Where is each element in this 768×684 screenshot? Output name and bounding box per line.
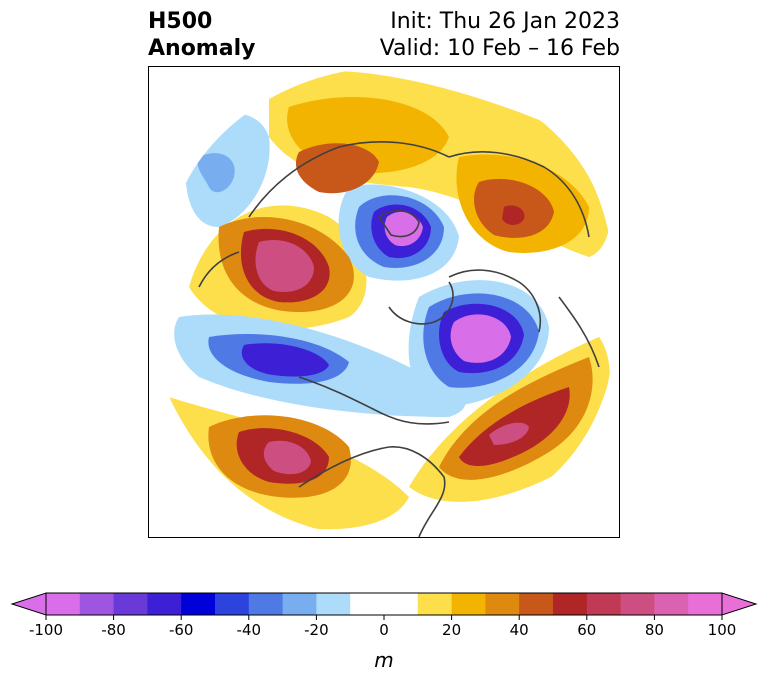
colorbar-cell xyxy=(113,593,148,615)
coastline-canadian-arctic xyxy=(388,281,454,325)
colorbar-tick-label: -40 xyxy=(237,621,262,639)
title-field: Anomaly xyxy=(148,36,256,61)
colorbar-cell xyxy=(485,593,520,615)
positive-anomaly-kara-50 xyxy=(295,143,379,194)
colorbar-tick-label: 60 xyxy=(577,621,596,639)
coastline-east-asia xyxy=(198,251,240,288)
map-canvas xyxy=(169,70,611,537)
colorbar-tick-label: 40 xyxy=(510,621,529,639)
coastline-greenland-labrador xyxy=(558,296,600,368)
colorbar-cell xyxy=(654,593,689,615)
colorbar-cell xyxy=(586,593,622,615)
colorbar-tick-label: -80 xyxy=(101,621,126,639)
colorbar-cell xyxy=(316,593,351,615)
colorbar-cells xyxy=(10,592,758,616)
positive-anomaly-west-na-core xyxy=(255,239,314,292)
coastline-alaska-canada xyxy=(298,376,450,425)
negative-anomaly-hudson-core xyxy=(450,314,511,363)
valid-period: Valid: 10 Feb – 16 Feb xyxy=(379,36,620,61)
colorbar: -100 -80 -60 -40 -20 0 20 40 60 80 100 xyxy=(10,592,758,639)
colorbar-unit-label: m xyxy=(374,648,394,672)
colorbar-tick-label: -100 xyxy=(29,621,63,639)
colorbar-cell xyxy=(620,593,655,615)
anomaly-field xyxy=(169,70,611,530)
chart-title-right: Init: Thu 26 Jan 2023 Valid: 10 Feb – 16… xyxy=(380,8,620,62)
coastlines xyxy=(198,141,600,537)
coastline-hudson-bay xyxy=(448,269,541,333)
colorbar-cell xyxy=(215,593,250,615)
coastline-north-america-south xyxy=(298,446,446,537)
colorbar-cell xyxy=(248,593,284,615)
colorbar-cell xyxy=(519,593,554,615)
chart-title-left: H500 Anomaly xyxy=(148,8,255,62)
colorbar-cell xyxy=(384,593,419,615)
colorbar-cell xyxy=(553,593,588,615)
colorbar-cell xyxy=(350,593,385,615)
colorbar-tick-label: 80 xyxy=(645,621,664,639)
colorbar-tick-label: -20 xyxy=(304,621,329,639)
coastline-greenland xyxy=(377,209,420,238)
colorbar-extend-low xyxy=(10,592,47,616)
coastline-siberia xyxy=(248,141,450,218)
negative-anomaly-europe-core xyxy=(197,153,235,193)
colorbar-cell xyxy=(147,593,182,615)
anomaly-map xyxy=(148,66,620,538)
positive-anomaly-atlantic-core xyxy=(489,422,529,445)
negative-anomaly-arctic-core xyxy=(384,211,423,247)
colorbar-cell xyxy=(79,593,115,615)
negative-anomaly-pacific-core xyxy=(241,343,329,377)
title-variable: H500 xyxy=(148,9,213,34)
colorbar-cell xyxy=(181,593,216,615)
colorbar-cell xyxy=(46,593,81,615)
colorbar-ticks: -100 -80 -60 -40 -20 0 20 40 60 80 100 xyxy=(29,615,736,639)
init-time: Init: Thu 26 Jan 2023 xyxy=(390,9,620,34)
colorbar-tick-label: -60 xyxy=(169,621,194,639)
colorbar-cell xyxy=(282,593,317,615)
colorbar-cell xyxy=(688,593,723,615)
colorbar-cell xyxy=(451,593,486,615)
colorbar-tick-label: 100 xyxy=(708,621,737,639)
positive-anomaly-gulf-alaska-core xyxy=(263,440,311,475)
colorbar-tick-label: 20 xyxy=(442,621,461,639)
colorbar-extend-high xyxy=(721,592,758,616)
colorbar-cell xyxy=(417,593,453,615)
colorbar-tick-label: 0 xyxy=(379,621,389,639)
positive-anomaly-barents-core xyxy=(502,205,525,225)
coastline-europe-north xyxy=(448,151,590,238)
